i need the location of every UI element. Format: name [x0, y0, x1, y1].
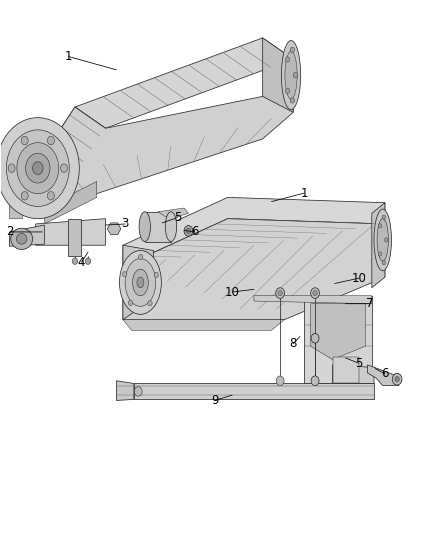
Circle shape [0, 118, 79, 219]
Circle shape [154, 272, 159, 278]
Ellipse shape [139, 212, 150, 241]
Polygon shape [263, 38, 293, 112]
Ellipse shape [137, 277, 144, 288]
Circle shape [17, 143, 59, 193]
Polygon shape [123, 197, 385, 266]
Polygon shape [75, 38, 293, 128]
Text: 3: 3 [121, 217, 129, 230]
Text: 6: 6 [381, 367, 389, 381]
Polygon shape [254, 296, 372, 304]
Polygon shape [123, 219, 385, 320]
Ellipse shape [120, 251, 161, 314]
Circle shape [186, 228, 191, 233]
Text: 5: 5 [174, 211, 181, 224]
Circle shape [313, 290, 317, 296]
Ellipse shape [16, 233, 27, 244]
Circle shape [60, 164, 67, 172]
Polygon shape [304, 296, 372, 383]
Circle shape [21, 191, 28, 200]
Circle shape [311, 334, 319, 343]
Ellipse shape [11, 228, 32, 249]
Text: 4: 4 [78, 256, 85, 269]
Circle shape [85, 258, 91, 264]
Circle shape [184, 225, 193, 236]
Circle shape [8, 164, 15, 172]
Polygon shape [332, 357, 359, 383]
Circle shape [395, 376, 399, 382]
Polygon shape [107, 223, 121, 235]
Text: 6: 6 [191, 225, 199, 238]
Polygon shape [332, 365, 374, 383]
Circle shape [382, 215, 385, 219]
Text: 2: 2 [7, 225, 14, 238]
Circle shape [311, 288, 319, 298]
Ellipse shape [133, 269, 148, 296]
Text: 10: 10 [351, 272, 366, 285]
Ellipse shape [165, 212, 177, 241]
Ellipse shape [282, 41, 300, 110]
Circle shape [123, 271, 127, 277]
Polygon shape [123, 245, 153, 320]
Text: 1: 1 [65, 50, 72, 63]
Circle shape [148, 301, 152, 306]
Ellipse shape [374, 209, 392, 271]
Circle shape [382, 261, 385, 265]
Text: 9: 9 [211, 394, 219, 407]
Polygon shape [158, 208, 188, 219]
Circle shape [47, 191, 54, 200]
Circle shape [21, 136, 28, 145]
Circle shape [276, 288, 285, 298]
Circle shape [285, 88, 290, 93]
Polygon shape [311, 304, 365, 360]
Text: 5: 5 [355, 357, 362, 370]
Ellipse shape [285, 51, 297, 99]
Polygon shape [44, 181, 97, 224]
Circle shape [311, 376, 319, 385]
Polygon shape [117, 381, 134, 400]
Circle shape [72, 258, 78, 264]
Circle shape [278, 290, 283, 296]
Text: 8: 8 [290, 337, 297, 350]
Circle shape [25, 154, 50, 183]
Circle shape [138, 254, 143, 260]
Polygon shape [10, 187, 22, 219]
Circle shape [32, 162, 43, 174]
Polygon shape [22, 107, 106, 208]
Polygon shape [10, 225, 44, 246]
Ellipse shape [125, 259, 155, 306]
Ellipse shape [377, 219, 389, 261]
Circle shape [7, 130, 69, 206]
Circle shape [285, 57, 290, 62]
Polygon shape [22, 59, 293, 208]
Polygon shape [134, 383, 374, 399]
Circle shape [128, 300, 133, 305]
Polygon shape [372, 203, 385, 288]
Circle shape [293, 72, 297, 78]
Circle shape [290, 98, 295, 103]
Circle shape [311, 376, 319, 385]
Circle shape [392, 373, 402, 385]
Text: 1: 1 [300, 187, 308, 200]
Polygon shape [145, 212, 171, 241]
Polygon shape [68, 219, 81, 256]
Circle shape [385, 238, 388, 242]
Text: 7: 7 [366, 297, 373, 310]
Circle shape [378, 252, 381, 256]
Circle shape [276, 376, 284, 385]
Polygon shape [35, 219, 106, 245]
Polygon shape [367, 365, 399, 385]
Text: 10: 10 [225, 286, 240, 298]
Circle shape [378, 224, 381, 228]
Circle shape [47, 136, 54, 145]
Polygon shape [123, 320, 285, 330]
Circle shape [134, 386, 142, 396]
Circle shape [290, 47, 295, 52]
